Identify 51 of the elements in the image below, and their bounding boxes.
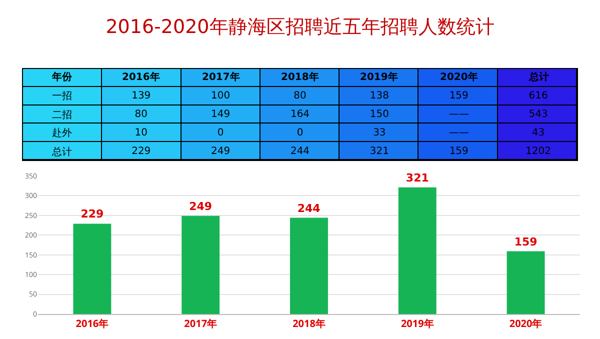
data-label: 229 (132, 146, 151, 158)
x-tick-label: 2020年 (440, 71, 478, 83)
bar (73, 224, 112, 314)
data-label: 139 (132, 90, 151, 102)
data-label: 43 (532, 128, 545, 139)
bar (506, 251, 545, 314)
text: 年份 (51, 71, 73, 83)
data-label: 159 (449, 146, 468, 158)
data-label: 249 (211, 146, 230, 158)
x-tick-label: 2017年 (184, 316, 218, 330)
chart-title: 2016-2020年静海区招聘近五年招聘人数统计 (106, 16, 494, 38)
data-label: 1202 (526, 146, 552, 158)
x-tick-label: 2018年 (292, 316, 326, 330)
x-tick-label: 2016年 (122, 71, 160, 83)
data-label: 149 (211, 109, 230, 120)
data-label: 244 (290, 146, 310, 158)
data-label: 159 (514, 235, 538, 248)
data-label: 80 (134, 109, 148, 120)
x-tick-label: 总计 (528, 71, 549, 83)
data-label: 0 (217, 128, 224, 139)
x-tick-label: 2017年 (202, 71, 240, 83)
data-label: 10 (134, 128, 148, 139)
x-tick-label: 2019年 (400, 316, 434, 330)
data-label: 100 (211, 90, 230, 102)
y-tick-label: 二招 (52, 109, 72, 121)
bar (398, 187, 436, 314)
x-tick-label: 2019年 (360, 71, 398, 83)
y-tick-label: 赴外 (52, 127, 72, 139)
data-label: 80 (294, 90, 306, 102)
data-label: 543 (528, 109, 548, 120)
data-label: 150 (370, 109, 389, 120)
data-label: 164 (290, 109, 310, 120)
x-tick-label: 2020年 (509, 316, 542, 330)
data-label: 159 (449, 90, 468, 102)
data-label: 616 (528, 90, 548, 102)
x-tick-label: 2018年 (281, 71, 319, 83)
x-tick-label: 2016年 (76, 316, 109, 330)
data-label: 244 (297, 202, 321, 215)
data-label: 0 (296, 128, 304, 139)
text: —— (448, 128, 469, 139)
y-tick-label: 总计 (51, 146, 72, 158)
data-label: 138 (370, 90, 389, 102)
data-label: 321 (406, 171, 429, 184)
bar (290, 218, 328, 314)
bar (182, 216, 220, 314)
y-tick-label: 一招 (52, 90, 72, 102)
data-label: 321 (370, 146, 389, 158)
data-label: 249 (189, 200, 212, 213)
data-label: 229 (80, 208, 104, 221)
data-label: 33 (373, 128, 386, 139)
text: —— (448, 109, 469, 120)
